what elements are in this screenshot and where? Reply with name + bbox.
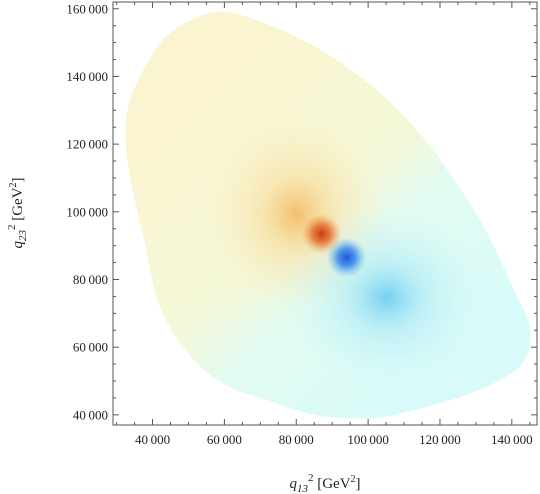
axis-label-superscript: 2 (308, 472, 314, 484)
x-tick-label: 120 000 (419, 432, 461, 447)
y-tick-label: 40 000 (73, 407, 108, 422)
tick-labels: 40 000 60 000 80 000 100 000 120 000 140 000 4… (66, 1, 532, 447)
plot-frame (112, 1, 538, 426)
axis-label-subscript: 13 (297, 483, 309, 494)
axis-label-subscript: 23 (17, 230, 29, 242)
y-tick-label: 120 000 (66, 137, 108, 152)
axis-label-unit-superscript: 2 (8, 182, 19, 187)
y-axis-label: q232 [GeV2] (6, 177, 29, 248)
axis-label-unit-close: ] (356, 476, 361, 492)
y-tick-label: 100 000 (66, 204, 108, 219)
y-tick-label: 140 000 (66, 69, 108, 84)
axis-label-unit: [GeV (10, 187, 26, 224)
allowed-region (125, 11, 531, 419)
axis-label-unit: [GeV (313, 476, 350, 492)
axis-ticks (113, 2, 537, 425)
heatmap-layer (125, 11, 531, 419)
x-axis-label: q132 [GeV2] (289, 472, 360, 494)
axis-label-superscript: 2 (6, 225, 18, 231)
maximum-hotspot (301, 213, 342, 254)
y-tick-label: 160 000 (66, 1, 108, 16)
minimum-hotspot (326, 237, 367, 278)
x-tick-label: 40 000 (135, 432, 170, 447)
x-tick-label: 60 000 (207, 432, 242, 447)
axis-label-unit-close: ] (10, 177, 26, 182)
x-tick-label: 80 000 (279, 432, 314, 447)
axis-label-unit-superscript: 2 (351, 474, 356, 485)
y-tick-label: 80 000 (73, 272, 108, 287)
x-tick-label: 100 000 (347, 432, 389, 447)
axis-label-variable: q (289, 476, 297, 492)
x-tick-label: 140 000 (491, 432, 533, 447)
y-tick-label: 60 000 (73, 340, 108, 355)
axis-label-variable: q (10, 241, 26, 249)
